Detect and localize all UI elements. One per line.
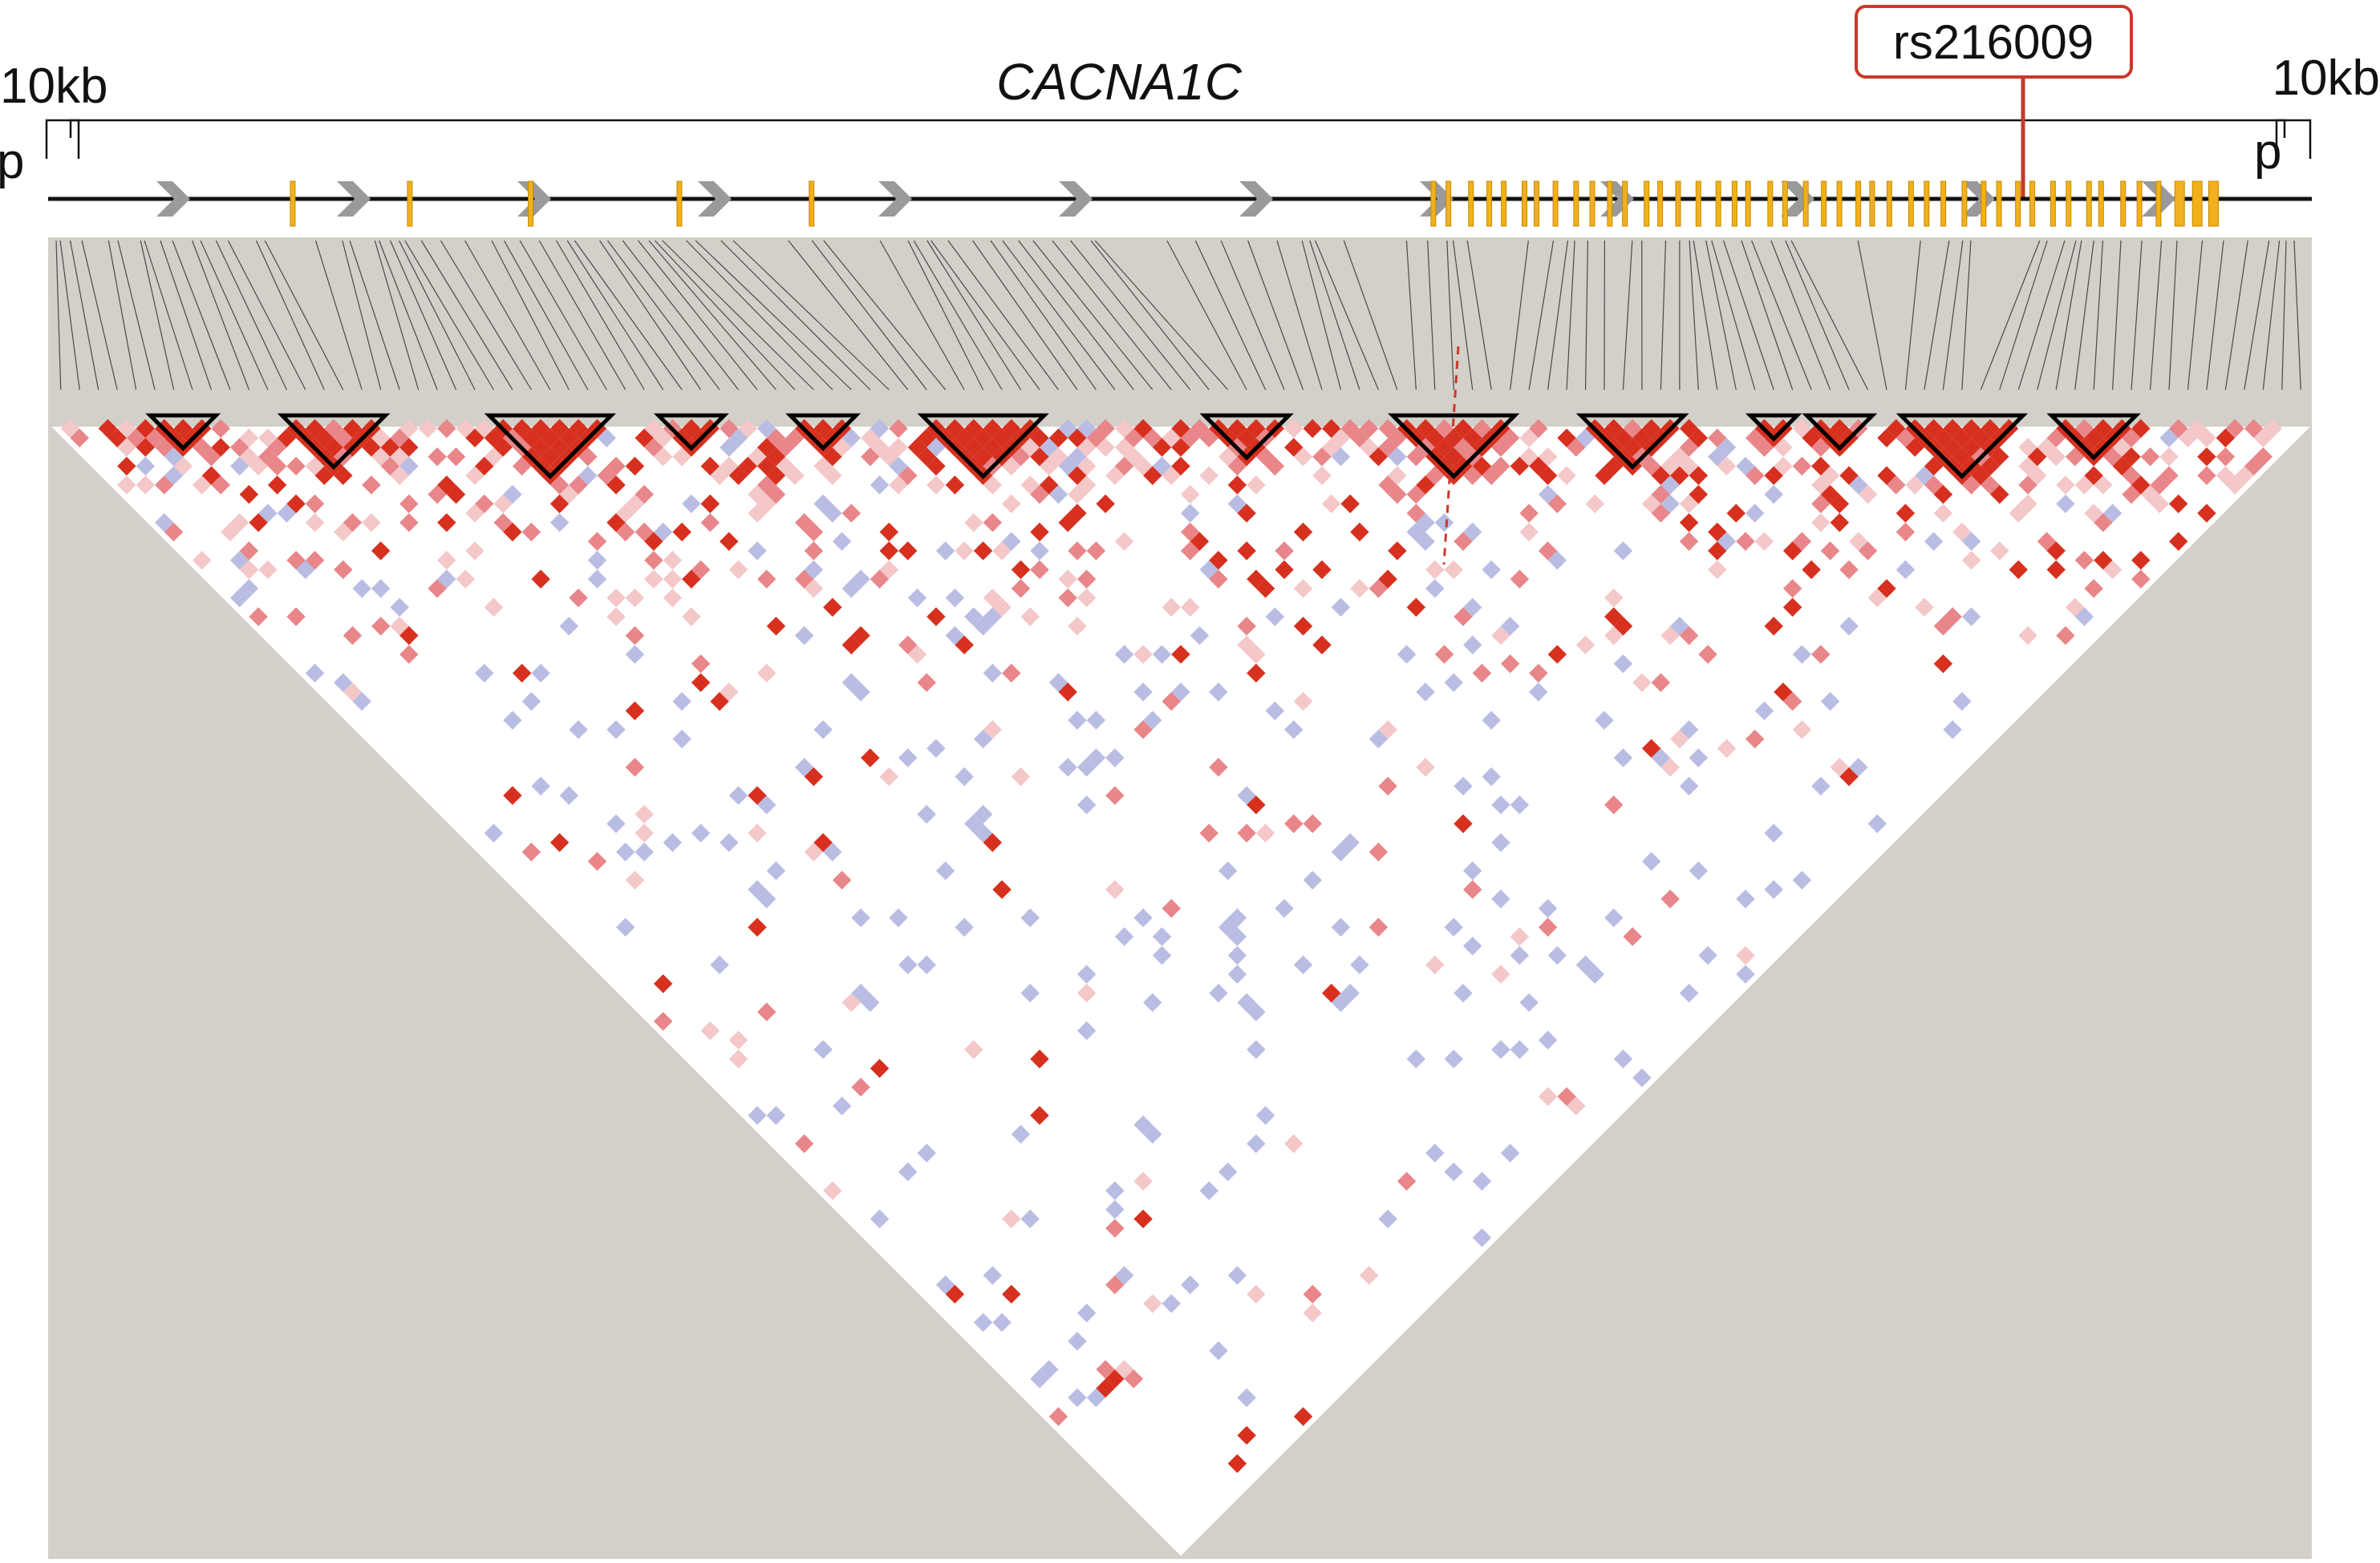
exon-box: [407, 181, 412, 226]
exon-box: [2121, 181, 2126, 226]
exon-box: [1782, 181, 1787, 226]
exon-box: [1941, 181, 1946, 226]
exon-box: [1856, 181, 1861, 226]
exon-box: [1502, 181, 1506, 226]
exon-box: [677, 181, 682, 226]
exon-box: [1590, 181, 1595, 226]
exon-box: [1822, 181, 1827, 226]
exon-box: [1981, 181, 1986, 226]
exon-box: [1803, 181, 1808, 226]
exon-box: [1676, 181, 1681, 226]
exon-box: [1446, 181, 1451, 226]
promoter-right-label: p: [2254, 124, 2281, 180]
exon-box: [1908, 181, 1913, 226]
flank-left-label: 10kb: [0, 59, 107, 114]
exon-box: [1553, 181, 1558, 226]
exon-box: [529, 181, 533, 226]
exon-box: [1768, 181, 1773, 226]
exon-box: [1623, 181, 1628, 226]
exon-box: [1997, 181, 2001, 226]
exon-box: [1887, 181, 1891, 226]
exon-box: [2098, 181, 2103, 226]
exon-box: [2066, 181, 2071, 226]
exon-box: [1837, 181, 1842, 226]
flank-left-bracket: [47, 120, 79, 159]
exon-box: [809, 181, 814, 226]
exon-box: [1522, 181, 1527, 226]
flank-right-label: 10kb: [2273, 51, 2380, 106]
exon-box: [1487, 181, 1492, 226]
exon-box: [2030, 181, 2035, 226]
exon-box: [1732, 181, 1737, 226]
exon-box: [2208, 181, 2218, 226]
exon-box: [1431, 181, 1436, 226]
exon-box: [1870, 181, 1875, 226]
exon-box: [1658, 181, 1663, 226]
exon-box: [1924, 181, 1929, 226]
exon-box: [1644, 181, 1649, 226]
exon-box: [2175, 181, 2184, 226]
exon-box: [2137, 181, 2142, 226]
exon-box: [1608, 181, 1612, 226]
exon-box: [2050, 181, 2055, 226]
exon-box: [2016, 181, 2021, 226]
exon-box: [1716, 181, 1721, 226]
exon-box: [1469, 181, 1474, 226]
exon-box: [290, 181, 295, 226]
gene-name-label: CACNA1C: [996, 53, 1243, 111]
exon-box: [1745, 181, 1750, 226]
exon-box: [1574, 181, 1579, 226]
exon-box: [1962, 181, 1967, 226]
snp-callout-label: rs216009: [1893, 15, 2094, 69]
gene-track: [48, 181, 2312, 226]
promoter-left-label: p: [0, 134, 24, 189]
exon-box: [2086, 181, 2091, 226]
exon-box: [2156, 181, 2161, 226]
exon-box: [1534, 181, 1539, 226]
exon-box: [1696, 181, 1701, 226]
gene-span-bracket: [71, 120, 2285, 138]
exon-box: [2192, 181, 2202, 226]
